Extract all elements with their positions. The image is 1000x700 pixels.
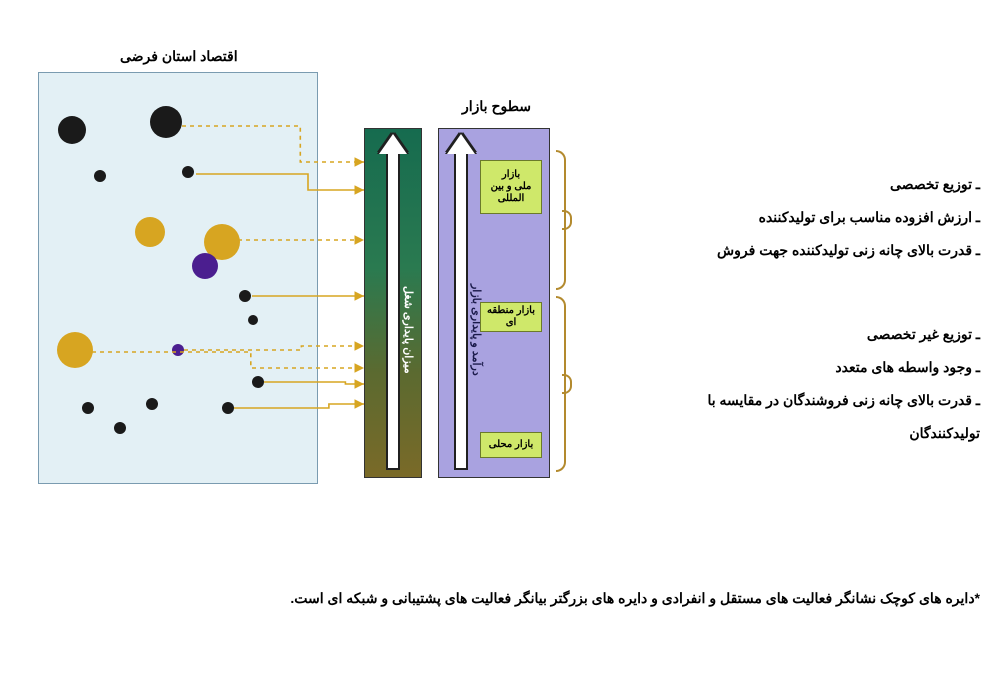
activity-dot [252, 376, 264, 388]
bullet-line: تولیدکنندگان [707, 425, 980, 442]
activity-dot [248, 315, 258, 325]
market-levels-title: سطوح بازار [462, 98, 531, 115]
activity-dot [146, 398, 158, 410]
arrow-market [454, 150, 468, 470]
bullet-line: ـ وجود واسطه های متعدد [707, 359, 980, 376]
bullet-line: ـ توزیع تخصصی [717, 176, 980, 193]
market-tag: بازار ملی و بین المللی [480, 160, 542, 214]
text-group-specialized: ـ توزیع تخصصی ـ ارزش افزوده مناسب برای تو… [717, 170, 980, 275]
bullet-line: ـ قدرت بالای چانه زنی تولیدکننده جهت فرو… [717, 242, 980, 259]
activity-dot [114, 422, 126, 434]
activity-dot [182, 166, 194, 178]
activity-dot [58, 116, 86, 144]
activity-dot [94, 170, 106, 182]
activity-dot [57, 332, 93, 368]
brace-bottom [556, 296, 566, 472]
arrow-job-stability [386, 150, 400, 470]
activity-dot [135, 217, 165, 247]
activity-dot [82, 402, 94, 414]
activity-dot [192, 253, 218, 279]
market-tag: بازار منطقه ای [480, 302, 542, 332]
footnote: *دایره های کوچک نشانگر فعالیت های مستقل … [290, 590, 980, 607]
diagram-canvas: اقتصاد استان فرضی میزان پایداری شغل درآم… [0, 0, 1000, 700]
activity-dot [172, 344, 184, 356]
activity-dot [150, 106, 182, 138]
column-job-stability-label: میزان پایداری شغل [402, 220, 415, 440]
bullet-line: ـ ارزش افزوده مناسب برای تولیدکننده [717, 209, 980, 226]
text-group-nonspecialized: ـ توزیع غیر تخصصی ـ وجود واسطه های متعدد ـ… [707, 320, 980, 458]
activity-dot [239, 290, 251, 302]
economy-title: اقتصاد استان فرضی [120, 48, 238, 65]
bullet-line: ـ توزیع غیر تخصصی [707, 326, 980, 343]
brace-top [556, 150, 566, 290]
bullet-line: ـ قدرت بالای چانه زنی فروشندگان در مقایس… [707, 392, 980, 409]
activity-dot [222, 402, 234, 414]
market-tag: بازار محلی [480, 432, 542, 458]
